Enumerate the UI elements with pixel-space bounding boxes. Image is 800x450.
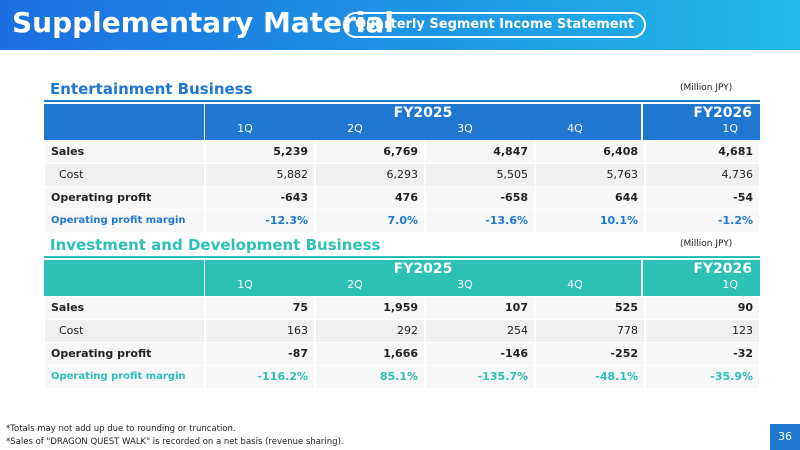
column-header: 1Q (237, 278, 253, 291)
table-cell: -1.2% (646, 210, 759, 232)
section-title: Investment and Development Business (50, 236, 381, 254)
table-cell: -658 (426, 187, 534, 209)
table-cell: -48.1% (536, 366, 644, 388)
table-cell: 5,882 (206, 164, 314, 186)
header-divider (204, 260, 205, 296)
group-header: FY2025 (393, 261, 453, 277)
table-cell: 85.1% (316, 366, 424, 388)
subtitle: Quarterly Segment Income Statement (343, 12, 647, 38)
table-cell: 476 (316, 187, 424, 209)
title: Supplementary Material (12, 6, 394, 39)
column-header: 1Q (722, 122, 738, 135)
table-cell: 254 (426, 320, 534, 342)
group-header: FY2026 (693, 261, 752, 277)
table-cell: 5,239 (206, 141, 314, 163)
column-header: 4Q (567, 278, 583, 291)
table-cell: 6,293 (316, 164, 424, 186)
table-cell: 10.1% (536, 210, 644, 232)
table-cell: 107 (426, 297, 534, 319)
table-cell: -87 (206, 343, 314, 365)
table-cell: 1,959 (316, 297, 424, 319)
column-header: 2Q (347, 278, 363, 291)
row-label: Cost (45, 164, 204, 186)
table-cell: 163 (206, 320, 314, 342)
row-label: Operating profit margin (45, 210, 204, 232)
footnote: *Sales of "DRAGON QUEST WALK" is recorde… (6, 437, 344, 447)
table-cell: -54 (646, 187, 759, 209)
row-label: Operating profit (45, 343, 204, 365)
table-cell: 123 (646, 320, 759, 342)
table-cell: -116.2% (206, 366, 314, 388)
table-cell: -35.9% (646, 366, 759, 388)
table-cell: -135.7% (426, 366, 534, 388)
group-header: FY2025 (393, 105, 453, 121)
table-cell: 4,681 (646, 141, 759, 163)
header-divider (641, 104, 643, 140)
header-divider (204, 104, 205, 140)
unit-label: (Million JPY) (680, 239, 733, 249)
table-cell: 75 (206, 297, 314, 319)
table-cell: 4,847 (426, 141, 534, 163)
table-cell: 6,769 (316, 141, 424, 163)
table-cell: 292 (316, 320, 424, 342)
table-cell: 644 (536, 187, 644, 209)
row-label: Sales (45, 141, 204, 163)
table-cell: -146 (426, 343, 534, 365)
table-cell: 6,408 (536, 141, 644, 163)
table-cell: 5,763 (536, 164, 644, 186)
table-cell: 90 (646, 297, 759, 319)
title-rule (44, 256, 760, 258)
table-cell: 525 (536, 297, 644, 319)
header-bar (0, 0, 800, 50)
header-divider (641, 260, 643, 296)
column-header: 3Q (457, 278, 473, 291)
table-cell: 7.0% (316, 210, 424, 232)
section-title: Entertainment Business (50, 80, 253, 98)
row-label: Operating profit margin (45, 366, 204, 388)
group-header: FY2026 (693, 105, 752, 121)
column-header: 1Q (237, 122, 253, 135)
title-rule (44, 100, 760, 102)
table-cell: 5,505 (426, 164, 534, 186)
table-cell: -12.3% (206, 210, 314, 232)
table-header (44, 260, 760, 296)
page-number: 36 (770, 424, 800, 450)
column-header: 1Q (722, 278, 738, 291)
table-cell: 4,736 (646, 164, 759, 186)
row-label: Sales (45, 297, 204, 319)
row-label: Operating profit (45, 187, 204, 209)
unit-label: (Million JPY) (680, 83, 733, 93)
table-cell: 778 (536, 320, 644, 342)
table-cell: -643 (206, 187, 314, 209)
column-header: 2Q (347, 122, 363, 135)
table-header (44, 104, 760, 140)
table-cell: 1,666 (316, 343, 424, 365)
footnote: *Totals may not add up due to rounding o… (6, 424, 236, 434)
table-cell: -252 (536, 343, 644, 365)
row-label: Cost (45, 320, 204, 342)
column-header: 3Q (457, 122, 473, 135)
table-cell: -13.6% (426, 210, 534, 232)
column-header: 4Q (567, 122, 583, 135)
table-cell: -32 (646, 343, 759, 365)
